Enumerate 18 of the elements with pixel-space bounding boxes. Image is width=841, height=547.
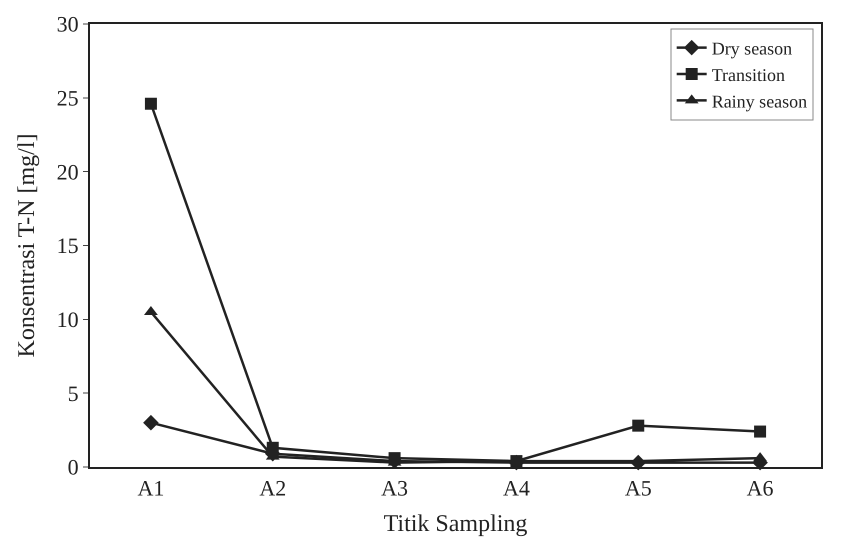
x-tick-label: A5: [624, 475, 652, 500]
x-tick-label: A1: [137, 475, 164, 500]
legend-label: Dry season: [712, 38, 792, 59]
y-tick-label: 5: [68, 380, 79, 406]
x-tick-label: A4: [502, 475, 530, 500]
legend-label: Rainy season: [712, 91, 808, 112]
y-tick-label: 25: [56, 86, 79, 111]
y-tick-label: 0: [68, 454, 79, 480]
legend-label: Transition: [712, 65, 786, 86]
x-tick-label: A6: [746, 475, 774, 500]
y-tick-label: 15: [56, 233, 79, 258]
y-tick-label: 10: [56, 307, 79, 332]
x-axis-title: Titik Sampling: [384, 511, 528, 538]
y-tick-label: 30: [56, 12, 79, 37]
y-tick-label: 20: [56, 159, 79, 184]
x-tick-label: A3: [381, 475, 408, 500]
x-tick-label: A2: [259, 475, 286, 500]
y-axis-title: Konsentrasi T-N [mg/l]: [14, 134, 40, 358]
